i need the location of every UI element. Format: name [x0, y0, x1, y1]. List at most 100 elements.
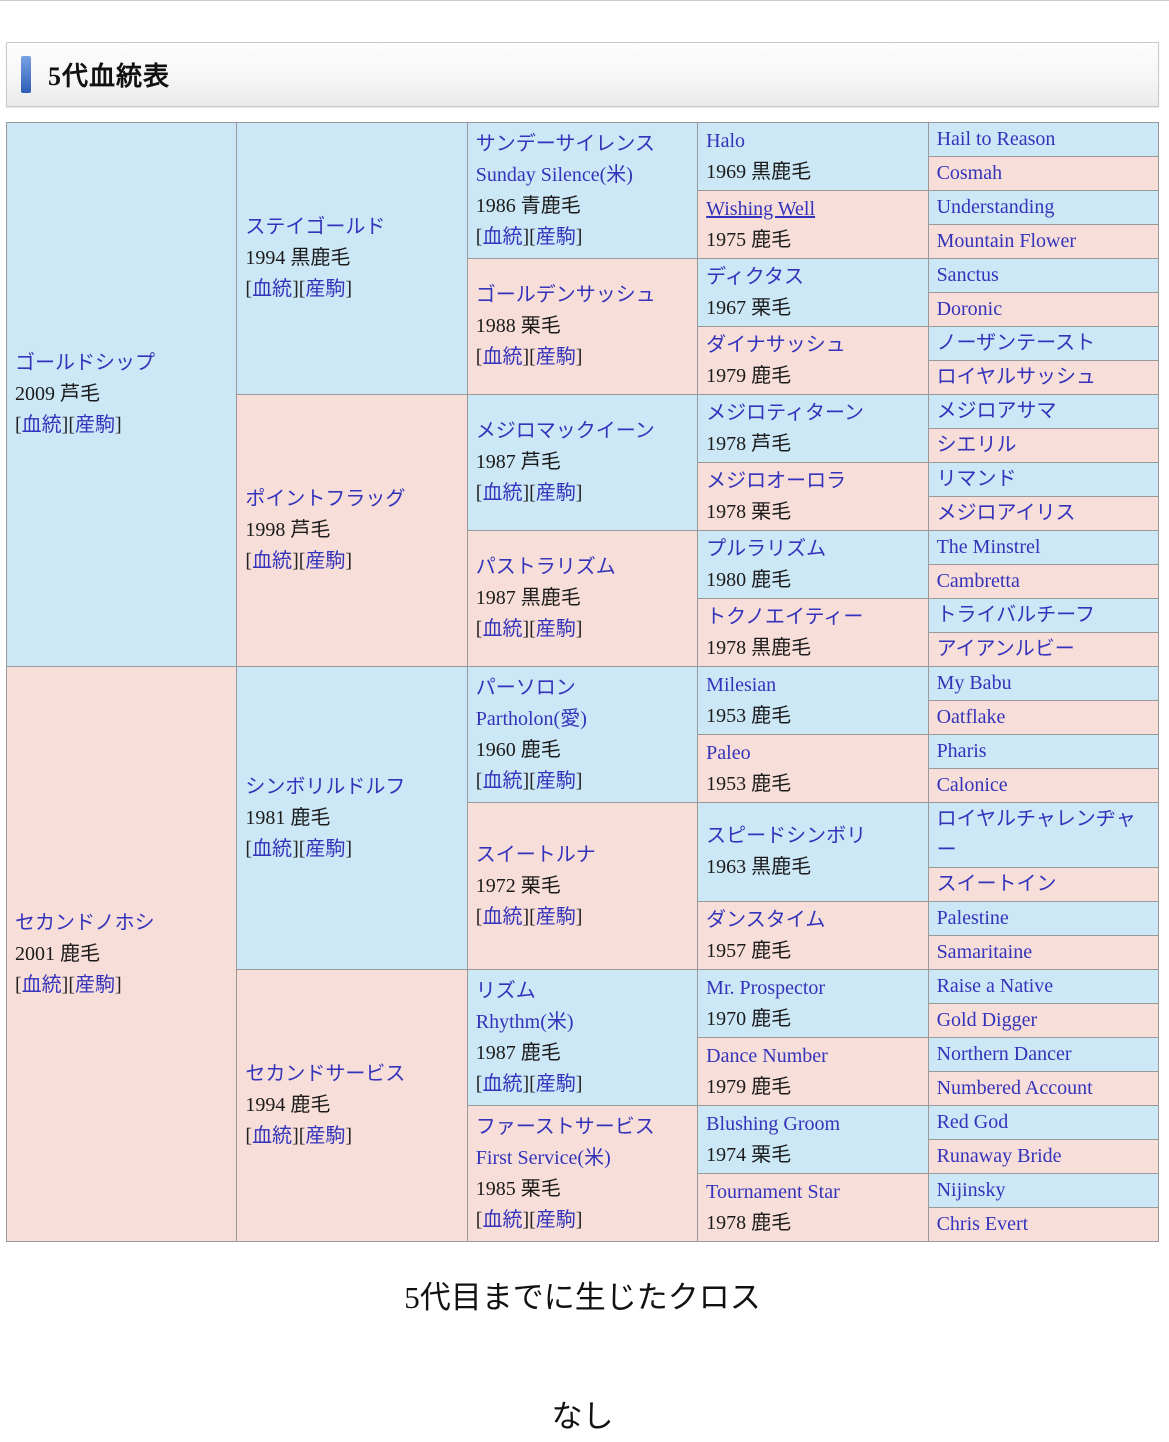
- blood-link[interactable]: 血統: [482, 346, 523, 368]
- horse-name-link[interactable]: Cosmah: [936, 162, 1003, 184]
- blood-link[interactable]: 血統: [482, 1072, 523, 1095]
- blood-link[interactable]: 血統: [482, 618, 523, 640]
- pedigree-cell: Nijinsky: [927, 1173, 1160, 1208]
- horse-name-link[interactable]: ロイヤルサッシュ: [936, 366, 1096, 388]
- horse-name-link[interactable]: ステイゴールド: [245, 216, 386, 238]
- horse-name-link[interactable]: メジロマックイーン: [475, 420, 655, 442]
- horse-name-link[interactable]: ポイントフラッグ: [245, 488, 406, 510]
- progeny-link[interactable]: 産駒: [535, 1072, 576, 1095]
- horse-name-link[interactable]: セカンドサービス: [245, 1063, 406, 1085]
- progeny-link[interactable]: 産駒: [535, 482, 576, 504]
- horse-name-link[interactable]: Sunday Silence(米): [475, 163, 633, 186]
- horse-name-link[interactable]: Northern Dancer: [936, 1043, 1072, 1065]
- blood-link[interactable]: 血統: [21, 414, 62, 436]
- blood-link[interactable]: 血統: [21, 973, 62, 996]
- progeny-link[interactable]: 産駒: [535, 618, 576, 640]
- horse-name-link[interactable]: メジロティターン: [706, 401, 864, 424]
- horse-name-link[interactable]: Sanctus: [936, 264, 999, 286]
- progeny-link[interactable]: 産駒: [535, 225, 576, 248]
- horse-name-link[interactable]: Milesian: [706, 673, 777, 696]
- horse-name-link[interactable]: Samaritaine: [936, 941, 1033, 963]
- horse-name-link[interactable]: メジロアイリス: [936, 502, 1076, 524]
- progeny-link[interactable]: 産駒: [305, 1125, 346, 1147]
- horse-name-link[interactable]: My Babu: [936, 672, 1012, 694]
- progeny-link[interactable]: 産駒: [305, 550, 346, 572]
- blood-link[interactable]: 血統: [482, 769, 523, 792]
- pedigree-cell: スイートイン: [927, 867, 1160, 902]
- horse-name-link[interactable]: Chris Evert: [936, 1213, 1029, 1235]
- blood-link[interactable]: 血統: [482, 905, 523, 928]
- horse-name-link[interactable]: Tournament Star: [706, 1180, 840, 1203]
- blood-link[interactable]: 血統: [482, 482, 523, 504]
- bracket: [: [245, 278, 253, 300]
- horse-name-link[interactable]: Oatflake: [936, 706, 1006, 728]
- progeny-link[interactable]: 産駒: [305, 278, 346, 300]
- horse-name-link[interactable]: スピードシンボリ: [706, 825, 867, 847]
- horse-name-link[interactable]: Pharis: [936, 740, 987, 762]
- horse-name-link[interactable]: ファーストサービス: [475, 1115, 655, 1138]
- horse-name-link[interactable]: スイートイン: [936, 873, 1057, 895]
- horse-name-link[interactable]: Wishing Well: [706, 197, 816, 220]
- horse-name-link[interactable]: ロイヤルチャレンヂャー: [936, 808, 1136, 861]
- horse-name-link[interactable]: ゴールドシップ: [15, 352, 155, 374]
- progeny-link[interactable]: 産駒: [535, 905, 576, 928]
- horse-name-link[interactable]: Mountain Flower: [936, 230, 1076, 252]
- horse-name-link[interactable]: Paleo: [706, 741, 751, 764]
- blood-link[interactable]: 血統: [252, 837, 293, 860]
- progeny-link[interactable]: 産駒: [535, 1208, 576, 1231]
- horse-name-link[interactable]: セカンドノホシ: [15, 911, 155, 934]
- horse-name-link[interactable]: サンデーサイレンス: [475, 132, 655, 155]
- horse-name-link[interactable]: スイートルナ: [475, 843, 596, 866]
- horse-name-link[interactable]: Understanding: [936, 196, 1055, 218]
- horse-name-link[interactable]: Calonice: [936, 774, 1008, 796]
- horse-name-link[interactable]: アイアンルビー: [936, 638, 1075, 660]
- horse-name-link[interactable]: Mr. Prospector: [706, 976, 826, 999]
- horse-name-link[interactable]: Numbered Account: [936, 1077, 1093, 1099]
- progeny-link[interactable]: 産駒: [535, 769, 576, 792]
- horse-name-link[interactable]: Rhythm(米): [475, 1010, 574, 1033]
- horse-name-link[interactable]: Hail to Reason: [936, 128, 1056, 150]
- progeny-link[interactable]: 産駒: [75, 414, 116, 436]
- blood-link[interactable]: 血統: [252, 550, 293, 572]
- horse-name-link[interactable]: リマンド: [936, 468, 1017, 490]
- blood-link[interactable]: 血統: [482, 1208, 523, 1231]
- bracket: [: [475, 346, 483, 368]
- horse-name-link[interactable]: Cambretta: [936, 570, 1020, 592]
- blood-link[interactable]: 血統: [252, 278, 293, 300]
- horse-name-link[interactable]: The Minstrel: [936, 536, 1041, 558]
- horse-name-link[interactable]: ダイナサッシュ: [706, 333, 846, 356]
- horse-name-link[interactable]: リズム: [475, 979, 536, 1002]
- horse-name-link[interactable]: ダンスタイム: [706, 908, 826, 931]
- horse-name-link[interactable]: ノーザンテースト: [936, 332, 1096, 354]
- horse-name-link[interactable]: Halo: [706, 129, 746, 152]
- horse-name-link[interactable]: シエリル: [936, 434, 1017, 456]
- progeny-link[interactable]: 産駒: [75, 973, 116, 996]
- horse-name-link[interactable]: シンボリルドルフ: [245, 775, 406, 798]
- progeny-link[interactable]: 産駒: [305, 837, 346, 860]
- horse-name-link[interactable]: Nijinsky: [936, 1179, 1006, 1201]
- horse-name-link[interactable]: Palestine: [936, 907, 1009, 929]
- horse-name-link[interactable]: トライバルチーフ: [936, 604, 1095, 626]
- horse-name-link[interactable]: Blushing Groom: [706, 1112, 841, 1135]
- horse-name-link[interactable]: First Service(米): [475, 1146, 611, 1169]
- progeny-link[interactable]: 産駒: [535, 346, 576, 368]
- horse-name-link[interactable]: Doronic: [936, 298, 1003, 320]
- horse-name-link[interactable]: パストラリズム: [475, 556, 616, 578]
- horse-name-link[interactable]: Red God: [936, 1111, 1009, 1133]
- horse-name-link[interactable]: トクノエイティー: [706, 605, 864, 628]
- horse-name-link[interactable]: ゴールデンサッシュ: [475, 284, 656, 306]
- horse-name-link[interactable]: メジロオーロラ: [706, 469, 847, 492]
- horse-name-link[interactable]: Partholon(愛): [475, 707, 587, 730]
- horse-name-link[interactable]: ディクタス: [706, 265, 804, 288]
- horse-name-link[interactable]: Raise a Native: [936, 975, 1054, 997]
- horse-name-link[interactable]: メジロアサマ: [936, 400, 1057, 422]
- horse-links: [血統][産駒]: [476, 614, 689, 645]
- horse-name-link[interactable]: Dance Number: [706, 1044, 828, 1067]
- bracket: ]: [61, 973, 69, 996]
- horse-name-link[interactable]: Gold Digger: [936, 1009, 1038, 1031]
- blood-link[interactable]: 血統: [252, 1125, 293, 1147]
- blood-link[interactable]: 血統: [482, 225, 523, 248]
- horse-name-link[interactable]: Runaway Bride: [936, 1145, 1062, 1167]
- horse-name-link[interactable]: プルラリズム: [706, 537, 827, 560]
- horse-name-link[interactable]: パーソロン: [475, 676, 576, 699]
